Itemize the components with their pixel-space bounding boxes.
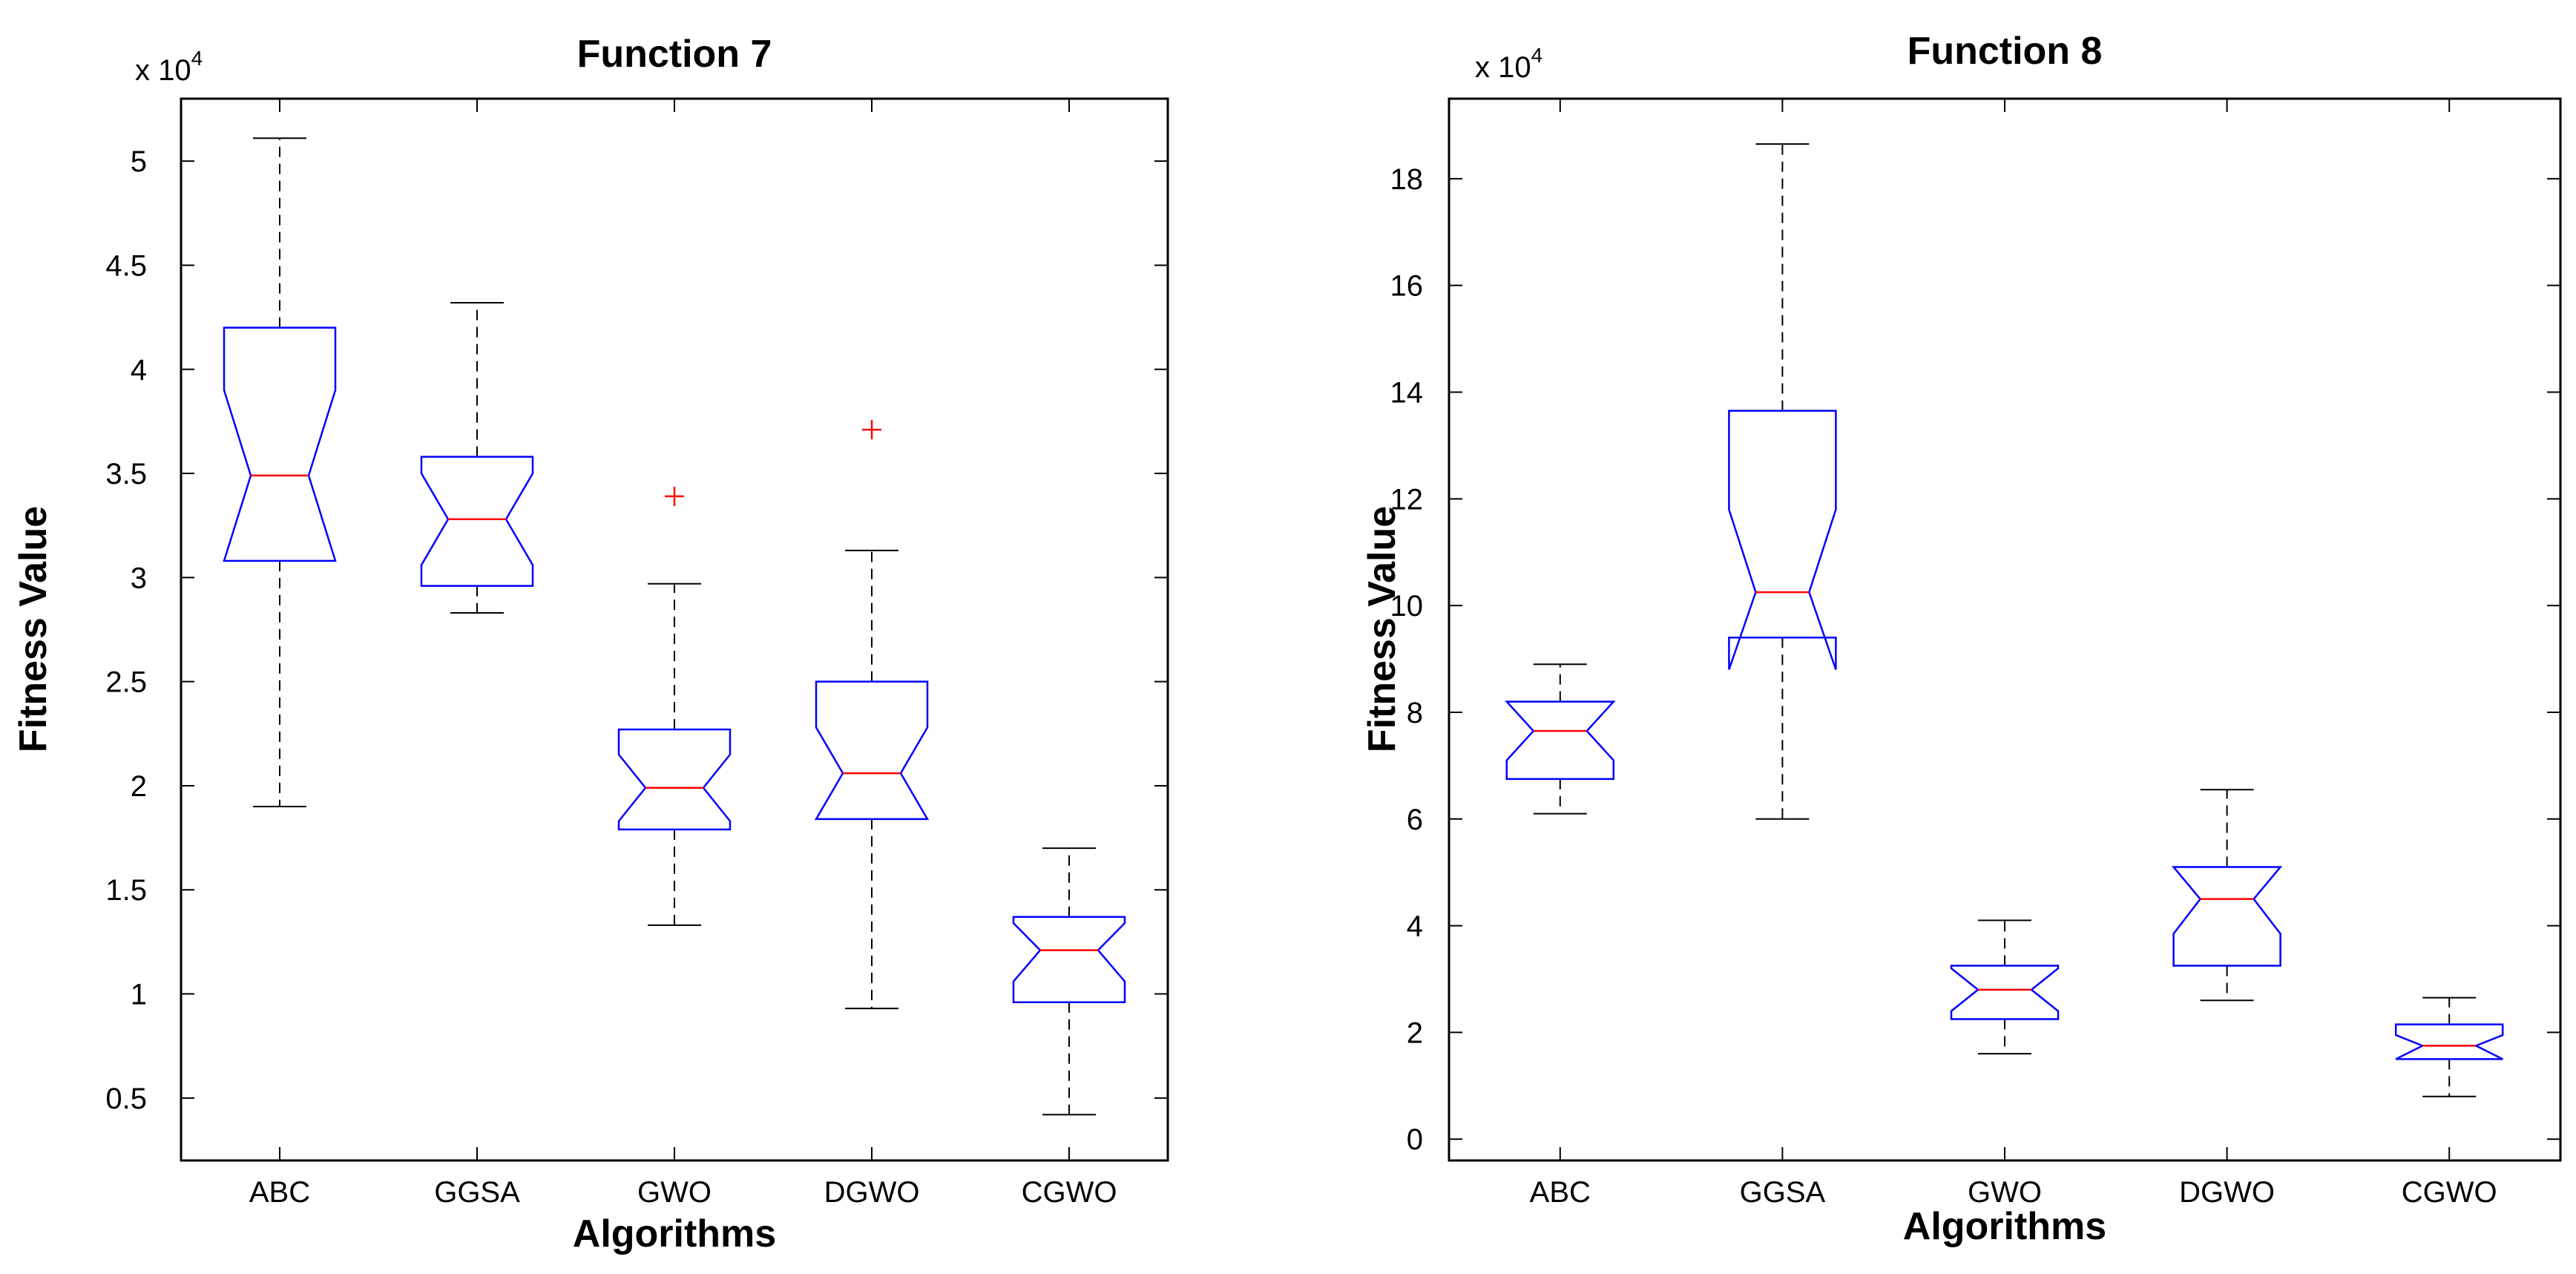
y-tick-label: 4 xyxy=(1407,910,1423,943)
chart-function-7: 0.5 1 1.5 2 2.5 3 3.5 4 4.5 5 ABC GGSA GWO DGWO CGWO F… xyxy=(12,33,1169,1255)
y-tick-label: 4 xyxy=(131,354,147,387)
y-tick-label: 2 xyxy=(1407,1017,1423,1049)
x-tick-label: GWO xyxy=(637,1176,712,1209)
outlier-marker xyxy=(862,420,881,440)
x-tick-label: GGSA xyxy=(434,1176,520,1209)
plot-area xyxy=(180,97,1169,1162)
y-axis-label: Fitness Value xyxy=(1361,506,1404,752)
y-tick-label: 14 xyxy=(1390,377,1424,410)
y-tick-label: 16 xyxy=(1390,270,1424,303)
plot-area xyxy=(1448,97,2562,1162)
y-tick-label: 0 xyxy=(1407,1123,1423,1156)
chart-marks: 0 2 4 6 8 10 12 14 16 18 ABC GGSA GWO DGWO CGWO xyxy=(1390,99,2560,1209)
x-axis-label: Algorithms xyxy=(573,1212,776,1255)
y-multiplier-exponent: 4 xyxy=(1531,44,1543,67)
y-tick-label: 5 xyxy=(131,145,147,178)
chart-title: Function 7 xyxy=(577,33,772,76)
box-ggsa xyxy=(420,456,534,587)
y-tick-label: 2 xyxy=(131,770,147,803)
y-axis-label: Fitness Value xyxy=(12,506,55,752)
box-abc xyxy=(223,326,337,562)
y-tick-label: 1 xyxy=(131,979,147,1011)
y-tick-label: 3.5 xyxy=(105,458,147,490)
y-multiplier-base: x 10 xyxy=(135,54,191,87)
chart-marks: 0.5 1 1.5 2 2.5 3 3.5 4 4.5 5 ABC GGSA GWO DGWO CGWO xyxy=(105,99,1168,1209)
box-abc xyxy=(1504,700,1616,781)
x-tick-label: CGWO xyxy=(2402,1176,2497,1209)
y-tick-label: 18 xyxy=(1390,163,1424,196)
x-tick-label: DGWO xyxy=(2179,1176,2275,1209)
box-cgwo xyxy=(2394,1023,2504,1060)
y-tick-label: 6 xyxy=(1407,804,1423,836)
y-tick-label: 8 xyxy=(1407,697,1423,729)
x-tick-label: ABC xyxy=(1530,1176,1591,1209)
y-tick-label: 12 xyxy=(1390,483,1424,516)
chart-title: Function 8 xyxy=(1908,30,2103,73)
y-multiplier-base: x 10 xyxy=(1475,51,1531,84)
x-tick-label: GWO xyxy=(1968,1176,2042,1209)
box-ggsa xyxy=(1728,410,1837,670)
x-tick-label: CGWO xyxy=(1022,1176,1117,1209)
box-dgwo xyxy=(2171,866,2283,967)
y-tick-label: 4.5 xyxy=(105,249,147,282)
y-tick-label: 1.5 xyxy=(105,874,147,907)
x-tick-label: DGWO xyxy=(824,1176,920,1209)
x-tick-label: GGSA xyxy=(1740,1176,1826,1209)
y-multiplier: x 104 xyxy=(135,47,203,87)
outlier-marker xyxy=(665,486,684,506)
box-gwo xyxy=(617,728,732,831)
y-tick-label: 0.5 xyxy=(105,1083,147,1115)
y-multiplier: x 104 xyxy=(1475,44,1542,84)
x-tick-label: ABC xyxy=(249,1176,310,1209)
y-tick-label: 10 xyxy=(1390,590,1424,623)
y-multiplier-exponent: 4 xyxy=(191,47,203,70)
y-tick-label: 3 xyxy=(131,562,147,594)
y-tick-label: 2.5 xyxy=(105,666,147,699)
x-axis-label: Algorithms xyxy=(1903,1205,2106,1248)
box-dgwo xyxy=(814,680,930,821)
box-gwo xyxy=(1950,965,2060,1020)
box-cgwo xyxy=(1012,916,1126,1004)
chart-function-8: 0 2 4 6 8 10 12 14 16 18 ABC GGSA GWO DGWO CGWO Functi… xyxy=(1361,30,2562,1248)
